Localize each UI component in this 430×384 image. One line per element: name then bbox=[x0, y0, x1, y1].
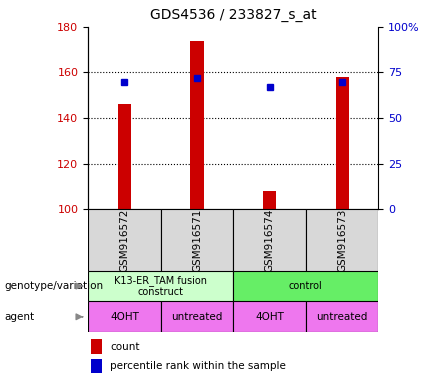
FancyBboxPatch shape bbox=[161, 209, 233, 271]
Text: untreated: untreated bbox=[316, 312, 368, 322]
Text: agent: agent bbox=[4, 312, 34, 322]
Bar bbox=[263, 191, 276, 209]
FancyBboxPatch shape bbox=[88, 271, 233, 301]
Text: control: control bbox=[289, 281, 322, 291]
FancyBboxPatch shape bbox=[161, 301, 233, 332]
Bar bbox=[91, 339, 101, 354]
Text: percentile rank within the sample: percentile rank within the sample bbox=[110, 361, 286, 371]
Text: GSM916573: GSM916573 bbox=[337, 208, 347, 272]
FancyBboxPatch shape bbox=[233, 271, 378, 301]
Text: 4OHT: 4OHT bbox=[255, 312, 284, 322]
FancyBboxPatch shape bbox=[233, 209, 306, 271]
Bar bbox=[190, 41, 203, 209]
Bar bbox=[91, 359, 101, 373]
FancyBboxPatch shape bbox=[306, 209, 378, 271]
Text: GSM916574: GSM916574 bbox=[264, 208, 275, 272]
Text: K13-ER_TAM fusion
construct: K13-ER_TAM fusion construct bbox=[114, 275, 207, 297]
FancyBboxPatch shape bbox=[88, 301, 161, 332]
FancyBboxPatch shape bbox=[88, 209, 161, 271]
Bar bbox=[335, 77, 349, 209]
Bar bbox=[118, 104, 131, 209]
Text: GSM916572: GSM916572 bbox=[120, 208, 129, 272]
Text: GSM916571: GSM916571 bbox=[192, 208, 202, 272]
Text: 4OHT: 4OHT bbox=[110, 312, 139, 322]
Text: genotype/variation: genotype/variation bbox=[4, 281, 104, 291]
FancyBboxPatch shape bbox=[233, 301, 306, 332]
Title: GDS4536 / 233827_s_at: GDS4536 / 233827_s_at bbox=[150, 8, 316, 22]
FancyBboxPatch shape bbox=[306, 301, 378, 332]
Text: count: count bbox=[110, 342, 140, 352]
Text: untreated: untreated bbox=[171, 312, 223, 322]
